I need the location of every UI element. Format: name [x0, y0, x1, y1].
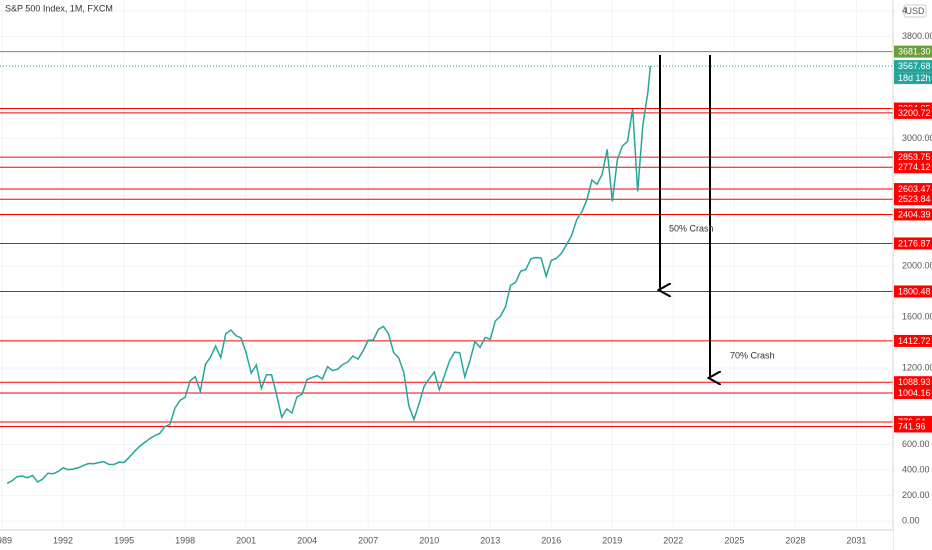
- level-tag: [894, 387, 932, 400]
- x-tick-label: 2028: [785, 535, 805, 545]
- x-tick-label: 2001: [236, 535, 256, 545]
- level-label: 2774.12: [898, 162, 931, 172]
- level-tag: [894, 151, 932, 164]
- y-tick-label: 400.00: [902, 464, 930, 474]
- level-label: 1412.72: [898, 336, 931, 346]
- price-line: [6, 65, 652, 485]
- level-label: 2523.84: [898, 194, 931, 204]
- annotation: 70% Crash: [730, 350, 775, 360]
- x-tick-label: 2010: [419, 535, 439, 545]
- level-label: 1004.16: [898, 388, 931, 398]
- y-tick-label: 600.00: [902, 439, 930, 449]
- x-tick-label: 2004: [297, 535, 317, 545]
- time-axis: [0, 530, 893, 550]
- level-tag: [894, 208, 932, 221]
- level-label: 741.96: [898, 421, 926, 431]
- level-label: 3200.72: [898, 108, 931, 118]
- x-tick-label: 2022: [663, 535, 683, 545]
- x-tick-label: 1989: [0, 535, 12, 545]
- level-label: 3567.68: [898, 61, 931, 71]
- level-label: 2853.75: [898, 152, 931, 162]
- level-tag: [894, 334, 932, 347]
- y-tick-label: 3000.00: [902, 133, 932, 143]
- level-label: 2404.39: [898, 209, 931, 219]
- x-tick-label: 1998: [175, 535, 195, 545]
- x-tick-label: 2025: [724, 535, 744, 545]
- y-tick-label: 3800.00: [902, 31, 932, 41]
- y-tick-label: 0.00: [902, 515, 920, 525]
- level-label: 2603.47: [898, 184, 931, 194]
- y-tick-label: 4: [902, 5, 907, 15]
- level-tag: [894, 106, 932, 119]
- plot: [6, 65, 652, 485]
- y-tick-label: 1600.00: [902, 311, 932, 321]
- level-tag: [894, 45, 932, 58]
- x-tick-label: 2019: [602, 535, 622, 545]
- x-tick-label: 2013: [480, 535, 500, 545]
- x-tick-label: 2016: [541, 535, 561, 545]
- chart-title: S&P 500 Index, 1M, FXCM: [5, 3, 113, 13]
- y-tick-label: 200.00: [902, 490, 930, 500]
- y-tick-label: 2000.00: [902, 260, 932, 270]
- level-tag: [894, 237, 932, 250]
- countdown: 18d 12h: [898, 73, 931, 83]
- level-tag: [894, 285, 932, 298]
- level-label: 2176.87: [898, 238, 931, 248]
- level-label: 1800.48: [898, 286, 931, 296]
- price-axis: [893, 0, 932, 550]
- level-label: 1088.93: [898, 377, 931, 387]
- level-tag: [894, 183, 932, 196]
- grid: [0, 0, 893, 530]
- levels: [0, 51, 893, 427]
- axis-labels: 0.00 200.00 400.00 600.00 1200.00 1600.00 2000…: [0, 5, 932, 545]
- level-tag: [894, 60, 932, 73]
- x-tick-label: 1992: [53, 535, 73, 545]
- x-tick-label: 1995: [114, 535, 134, 545]
- level-tag: [894, 193, 932, 206]
- level-tag: [894, 420, 932, 433]
- annotation: 50% Crash: [669, 223, 714, 233]
- currency-box: [903, 4, 927, 18]
- level-tag: [894, 161, 932, 174]
- currency: USD: [905, 6, 925, 16]
- y-tick-label: 1200.00: [902, 362, 932, 372]
- x-tick-label: 2031: [846, 535, 866, 545]
- level-label: 3681.30: [898, 46, 931, 56]
- countdown-tag: [894, 72, 932, 85]
- x-tick-label: 2007: [358, 535, 378, 545]
- level-tag: [894, 376, 932, 389]
